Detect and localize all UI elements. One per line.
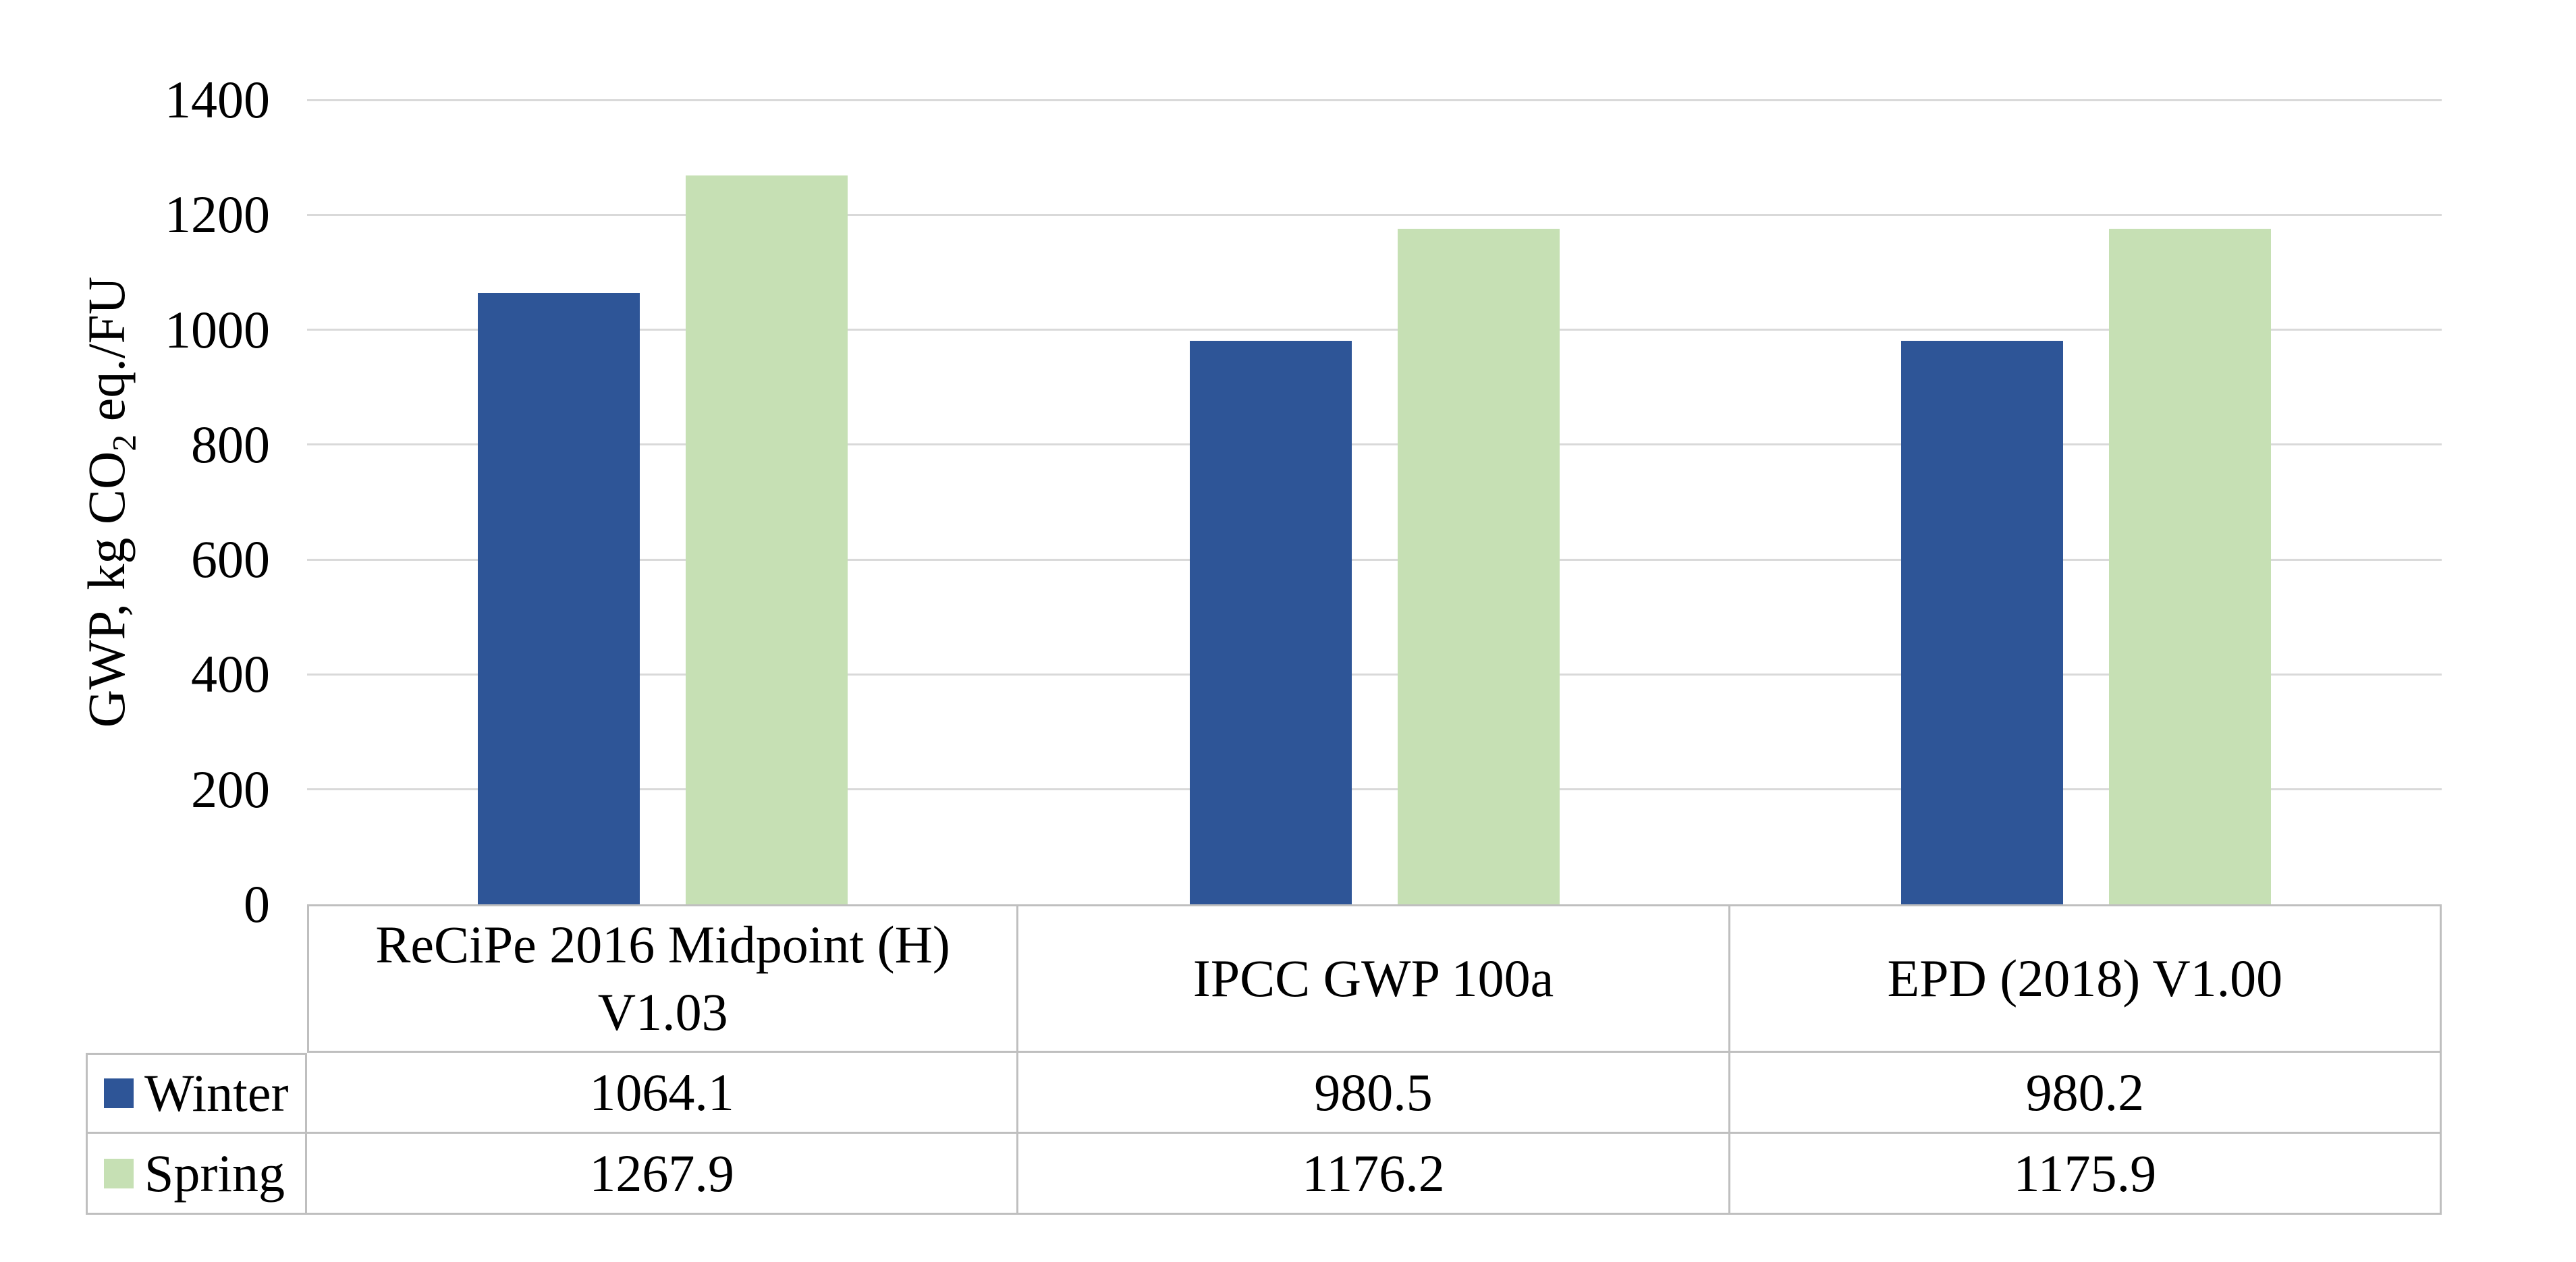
table-header-cell: EPD (2018) V1.00 (1730, 904, 2442, 1053)
bar-winter (1900, 341, 2063, 904)
table-header-cell: IPCC GWP 100a (1018, 904, 1730, 1053)
legend-swatch-winter (104, 1078, 134, 1108)
bar-spring (686, 175, 848, 904)
gridline (307, 673, 2442, 676)
y-tick-label: 1000 (165, 300, 270, 359)
legend-cell-spring: Spring (86, 1134, 307, 1215)
y-tick-label: 200 (191, 759, 270, 819)
y-tick-label: 800 (191, 414, 270, 474)
plot-area (307, 99, 2442, 904)
table-value-cell: 1175.9 (1730, 1134, 2442, 1215)
y-tick-label: 0 (244, 875, 270, 933)
gridline (307, 329, 2442, 331)
table-header-cell: ReCiPe 2016 Midpoint (H) V1.03 (307, 904, 1019, 1053)
gridline (307, 443, 2442, 446)
data-table: ReCiPe 2016 Midpoint (H) V1.03 IPCC GWP 1… (86, 904, 2442, 1215)
table-value-cell: 980.5 (1018, 1053, 1730, 1134)
table-value-cell: 1064.1 (307, 1053, 1019, 1134)
bar-winter (1189, 341, 1352, 904)
gridline (307, 558, 2442, 561)
legend-label-winter: Winter (144, 1064, 289, 1122)
bar-winter (478, 292, 640, 904)
y-tick-label: 400 (191, 644, 270, 704)
gridline (307, 99, 2442, 101)
bar-spring (2108, 228, 2271, 904)
table-value-cell: 1176.2 (1018, 1134, 1730, 1215)
table-value-cell: 980.2 (1730, 1053, 2442, 1134)
y-tick-label: 1200 (165, 185, 270, 244)
legend-label-spring: Spring (144, 1143, 285, 1203)
legend-swatch-spring (104, 1158, 134, 1188)
legend-cell-winter: Winter (86, 1053, 307, 1134)
gridline (307, 788, 2442, 791)
y-tick-label: 1400 (165, 70, 270, 129)
gridline (307, 213, 2442, 216)
bar-spring (1397, 228, 1560, 904)
y-tick-label: 600 (191, 530, 270, 589)
table-value-cell: 1267.9 (307, 1134, 1019, 1215)
